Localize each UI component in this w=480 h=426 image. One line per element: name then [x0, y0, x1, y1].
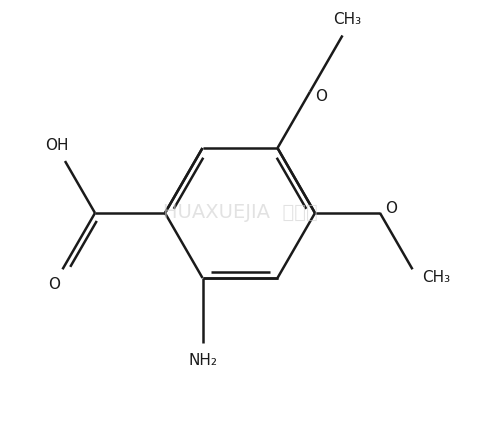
Text: NH₂: NH₂	[188, 353, 217, 368]
Text: HUAXUEJIA  化学加: HUAXUEJIA 化学加	[163, 204, 317, 222]
Text: CH₃: CH₃	[334, 12, 361, 27]
Text: OH: OH	[45, 138, 69, 153]
Text: O: O	[385, 201, 397, 216]
Text: O: O	[48, 277, 60, 292]
Text: O: O	[315, 89, 327, 104]
Text: CH₃: CH₃	[422, 270, 451, 285]
